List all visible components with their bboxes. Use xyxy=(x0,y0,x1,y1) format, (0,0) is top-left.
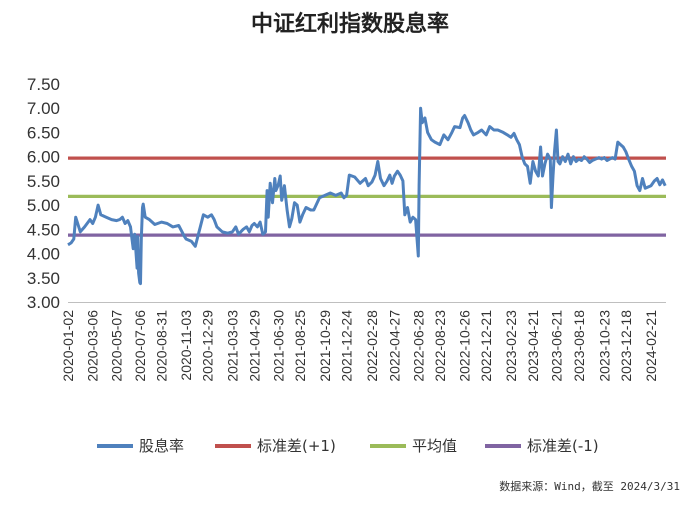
x-tick-label: 2022-06-28 xyxy=(410,310,426,382)
y-tick-label: 6.50 xyxy=(27,123,60,142)
x-tick-label: 2021-04-29 xyxy=(246,310,262,382)
x-tick-label: 2021-08-25 xyxy=(292,310,308,382)
x-tick-label: 2023-06-21 xyxy=(548,310,564,382)
legend-label: 平均值 xyxy=(412,437,457,455)
x-tick-label: 2021-12-24 xyxy=(339,310,355,382)
x-tick-label: 2020-08-31 xyxy=(153,310,169,382)
y-tick-label: 6.00 xyxy=(27,148,60,167)
legend-label: 标准差(-1) xyxy=(527,437,599,455)
chart-title: 中证红利指数股息率 xyxy=(251,11,449,37)
y-tick-label: 7.50 xyxy=(27,75,60,94)
x-axis: 2020-01-02 2020-03-06 2020-05-07 2020-07-06… xyxy=(60,302,666,382)
dividend-yield-line xyxy=(67,106,667,286)
x-tick-label: 2022-12-21 xyxy=(478,310,494,382)
x-tick-label: 2020-05-07 xyxy=(109,310,125,382)
x-tick-label: 2023-04-21 xyxy=(525,310,541,382)
source-note: 数据来源：Wind，截至 2024/3/31 xyxy=(499,479,680,493)
x-tick-label: 2021-06-30 xyxy=(270,310,286,382)
y-tick-label: 3.50 xyxy=(27,269,60,288)
x-tick-label: 2023-02-23 xyxy=(503,310,519,382)
x-tick-label: 2020-01-02 xyxy=(60,310,76,382)
y-tick-label: 5.50 xyxy=(27,172,60,191)
x-tick-label: 2022-08-23 xyxy=(432,310,448,382)
x-tick-label: 2024-02-21 xyxy=(643,310,659,382)
x-tick-label: 2023-10-23 xyxy=(596,310,612,382)
legend-label: 标准差(+1) xyxy=(257,437,336,455)
x-tick-label: 2020-07-06 xyxy=(132,310,148,382)
x-tick-label: 2023-12-18 xyxy=(618,310,634,382)
x-tick-label: 2021-03-03 xyxy=(224,310,240,382)
x-tick-label: 2022-10-26 xyxy=(457,310,473,382)
y-tick-label: 7.00 xyxy=(27,99,60,118)
x-tick-label: 2020-12-29 xyxy=(200,310,216,382)
x-tick-label: 2020-11-03 xyxy=(178,310,194,381)
x-tick-label: 2022-04-27 xyxy=(386,310,402,382)
y-tick-label: 4.50 xyxy=(27,220,60,239)
x-tick-label: 2022-02-28 xyxy=(364,310,380,382)
x-tick-label: 2020-03-06 xyxy=(85,310,101,382)
dividend-yield-series xyxy=(67,106,667,286)
y-tick-label: 3.00 xyxy=(27,293,60,312)
legend: 股息率 标准差(+1) 平均值 标准差(-1) xyxy=(97,437,599,455)
legend-label: 股息率 xyxy=(139,437,184,455)
y-tick-label: 5.00 xyxy=(27,196,60,215)
y-axis: 3.00 3.50 4.00 4.50 5.00 5.50 6.00 6.50 7.00 7.50 xyxy=(27,75,60,312)
x-tick-label: 2021-10-29 xyxy=(317,310,333,382)
y-tick-label: 4.00 xyxy=(27,245,60,264)
x-tick-label: 2023-08-18 xyxy=(571,310,587,382)
